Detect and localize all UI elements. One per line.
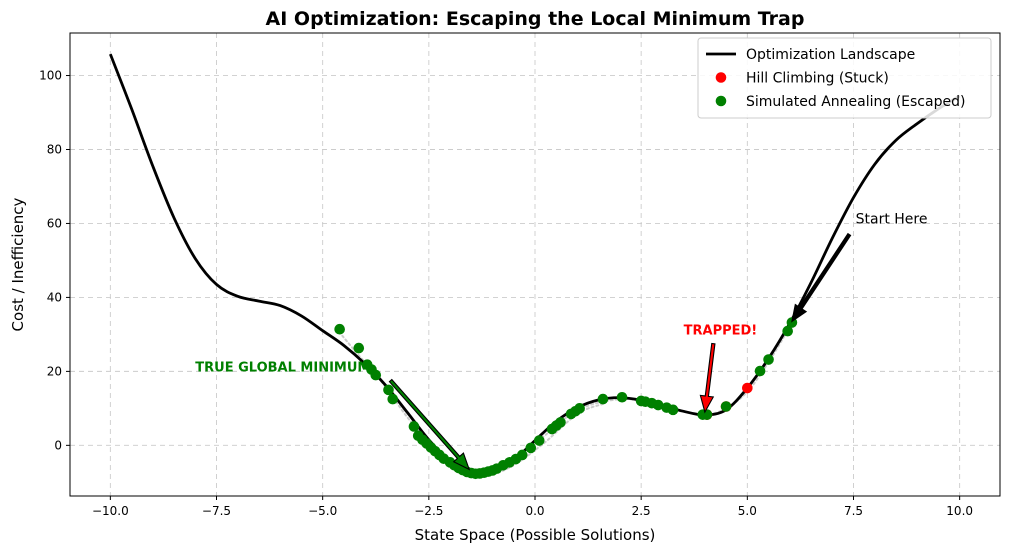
x-tick-label: 10.0 — [946, 504, 973, 518]
x-tick-label: 5.0 — [738, 504, 757, 518]
y-tick-label: 80 — [47, 142, 62, 156]
annealing-point — [597, 393, 609, 405]
annealing-point — [763, 354, 774, 365]
x-tick-label: −2.5 — [414, 504, 443, 518]
y-tick-label: 20 — [47, 364, 62, 378]
annealing-point — [383, 384, 394, 396]
annealing-point — [353, 342, 365, 354]
annealing-point — [533, 435, 545, 446]
global-minimum-label: TRUE GLOBAL MINIMUM — [195, 360, 370, 375]
annealing-point — [412, 430, 424, 442]
y-tick-label: 60 — [47, 216, 62, 230]
y-tick-label: 0 — [54, 438, 62, 452]
y-axis-title: Cost / Inefficiency — [9, 197, 27, 331]
legend-label: Simulated Annealing (Escaped) — [746, 94, 965, 110]
trapped-label: TRAPPED! — [684, 323, 758, 338]
annealing-point — [565, 408, 577, 420]
annealing-point — [334, 323, 345, 335]
annealing-point — [661, 402, 672, 413]
x-tick-label: 2.5 — [632, 504, 651, 518]
x-axis-title: State Space (Possible Solutions) — [415, 526, 656, 544]
legend-label: Hill Climbing (Stuck) — [746, 71, 889, 87]
x-tick-label: −7.5 — [202, 504, 231, 518]
tick-layer: −10.0 −7.5 −5.0 −2.5 0.0 2.5 5.0 7.5 10.0 0 20 40 60… — [39, 69, 973, 518]
legend-box — [697, 37, 992, 119]
annealing-point — [782, 325, 793, 337]
y-tick-label: 100 — [39, 69, 62, 83]
legend-point-swatch — [715, 95, 727, 107]
x-tick-label: 0.0 — [525, 504, 544, 518]
annealing-point — [408, 421, 420, 432]
global-minimum-arrow — [388, 378, 471, 471]
trapped-arrow — [699, 342, 716, 414]
y-tick-label: 40 — [47, 290, 62, 304]
annealing-point — [387, 393, 399, 405]
x-tick-label: −10.0 — [92, 504, 129, 518]
annealing-point — [361, 359, 373, 371]
legend-label: Optimization Landscape — [746, 47, 915, 63]
legend: Optimization Landscape Hill Climbing (Stu… — [697, 37, 992, 119]
legend-point-swatch — [715, 72, 727, 83]
start-here-arrow — [791, 232, 852, 323]
x-tick-label: 7.5 — [844, 504, 863, 518]
annotation-layer: Start Here TRAPPED! TRUE GLOBAL MINIMUM — [195, 211, 928, 471]
hill-climbing-point — [742, 382, 753, 394]
annealing-point — [635, 395, 647, 407]
annealing-point — [525, 442, 537, 454]
annealing-point — [546, 423, 558, 435]
annealing-point — [754, 365, 766, 377]
annealing-point — [720, 401, 732, 412]
scatter-point-layer — [334, 317, 798, 480]
x-tick-label: −5.0 — [308, 504, 337, 518]
annealing-point — [697, 409, 709, 420]
annealing-point — [616, 391, 628, 403]
chart-title: AI Optimization: Escaping the Local Mini… — [266, 8, 805, 30]
start-here-label: Start Here — [856, 211, 928, 227]
